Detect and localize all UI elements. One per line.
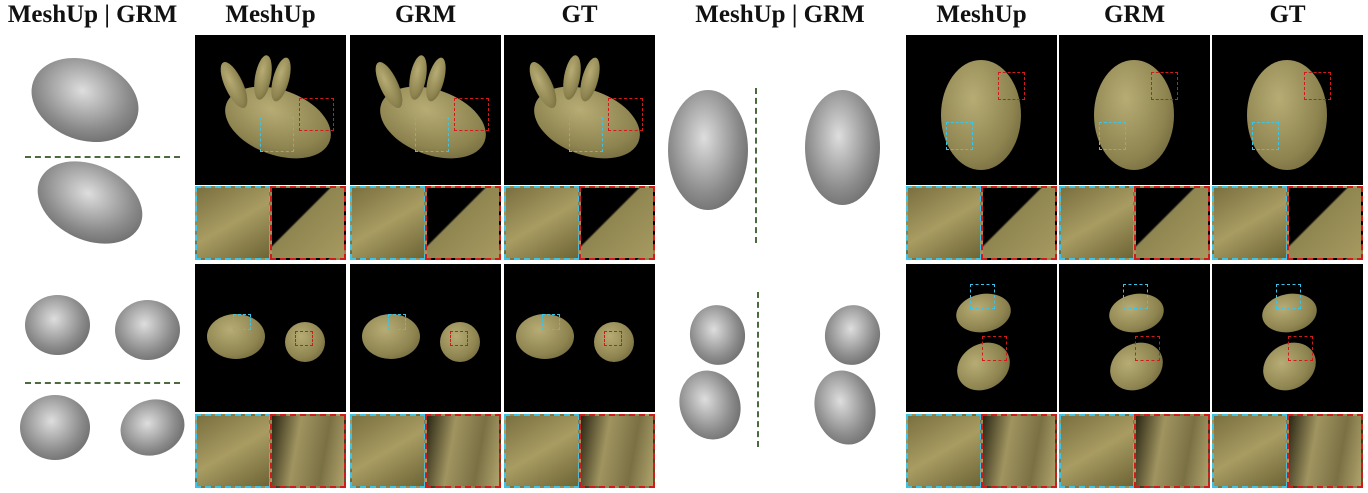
zoom-crop-cyan [1059,414,1135,488]
zoom-box-red [450,331,468,346]
zoom-box-cyan [970,284,995,309]
zoom-crop-red [1134,414,1210,488]
zoom-crop-cyan [350,414,426,488]
zoom-crop-red [1287,414,1363,488]
zoom-box-red [1288,336,1313,361]
render-panel [195,264,346,412]
header-right-mesh: MeshUp | GRM [695,1,865,28]
render-panel [195,35,346,185]
render-panel [1059,264,1210,412]
header-right-gt: GT [1269,1,1306,28]
zoom-crop-cyan [1059,186,1135,260]
hand-shape [20,395,90,460]
zoom-crop-cyan [504,186,580,260]
hand-shape [820,300,885,370]
hand-shape [516,314,574,359]
hand-shape [806,363,884,452]
zoom-box-red [299,98,334,131]
zoom-crop-red [270,186,346,260]
zoom-crop-red [579,414,655,488]
zoom-crop-cyan [504,414,580,488]
hand-shape [440,322,480,362]
hand-shape [668,90,748,210]
zoom-box-red [1304,72,1331,100]
zoom-crop-cyan [1212,186,1288,260]
hand-shape [25,295,90,355]
render-panel [1212,264,1363,412]
render-panel [906,35,1057,185]
zoom-crop-cyan [1212,414,1288,488]
zoom-box-red [295,331,313,346]
zoom-crop-red [425,186,501,260]
zoom-crop-red [981,414,1057,488]
zoom-crop-cyan [195,414,271,488]
header-left-mesh: MeshUp | GRM [7,1,178,28]
zoom-box-red [982,336,1007,361]
hand-shape [24,145,156,260]
hand-shape [112,390,193,465]
zoom-box-cyan [233,314,251,330]
divider-vertical [757,292,759,447]
zoom-box-red [1135,336,1160,361]
divider-horizontal [25,156,180,158]
hand-shape [115,300,180,360]
divider-vertical [755,88,757,243]
zoom-crop-red [1134,186,1210,260]
zoom-box-cyan [1252,122,1279,150]
hand-shape [207,314,265,359]
zoom-box-cyan [415,117,449,152]
hand-shape [685,300,750,370]
zoom-box-cyan [260,117,294,152]
zoom-box-red [454,98,489,131]
zoom-crop-red [579,186,655,260]
hand-shape [594,322,634,362]
zoom-crop-cyan [195,186,271,260]
zoom-box-cyan [946,122,973,150]
hand-shape [669,361,751,449]
zoom-box-cyan [388,314,406,330]
zoom-box-cyan [1123,284,1148,309]
zoom-box-cyan [542,314,560,330]
zoom-crop-red [1287,186,1363,260]
header-left-grm: GRM [394,1,457,28]
zoom-box-cyan [1099,122,1126,150]
render-panel [350,264,501,412]
hand-shape [941,60,1021,170]
zoom-box-red [604,331,622,346]
header-left-gt: GT [561,1,598,28]
zoom-box-cyan [1276,284,1301,309]
zoom-box-red [608,98,643,131]
render-panel [504,264,655,412]
render-panel [504,35,655,185]
zoom-box-red [998,72,1025,100]
render-panel [906,264,1057,412]
hand-shape [285,322,325,362]
zoom-crop-red [981,186,1057,260]
hand-shape [19,43,151,157]
hand-shape [1094,60,1174,170]
hand-shape [362,314,420,359]
render-panel [1212,35,1363,185]
zoom-box-cyan [569,117,603,152]
zoom-crop-cyan [906,186,982,260]
divider-horizontal [25,382,180,384]
header-right-meshup: MeshUp [936,1,1027,28]
header-right-grm: GRM [1103,1,1166,28]
render-panel [350,35,501,185]
zoom-crop-red [270,414,346,488]
zoom-box-red [1151,72,1178,100]
hand-shape [1247,60,1327,170]
render-panel [1059,35,1210,185]
header-left-meshup: MeshUp [225,1,316,28]
hand-shape [805,90,880,205]
zoom-crop-cyan [906,414,982,488]
zoom-crop-cyan [350,186,426,260]
zoom-crop-red [425,414,501,488]
